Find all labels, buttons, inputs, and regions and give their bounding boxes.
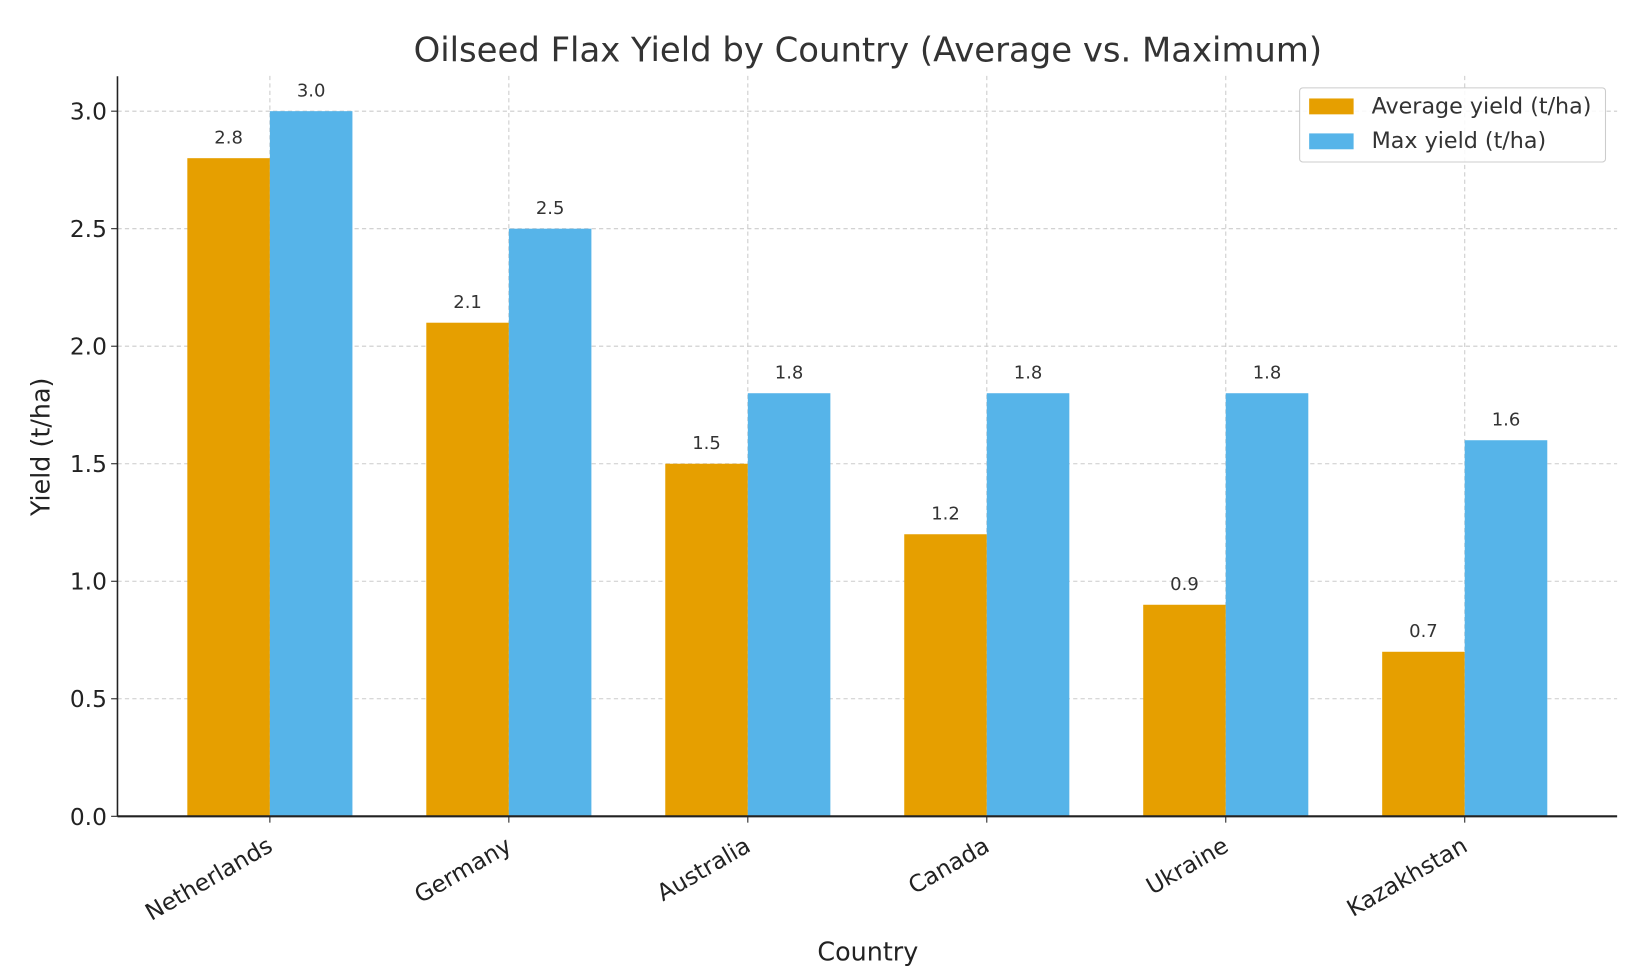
data-label: 0.9 bbox=[1170, 574, 1199, 595]
bar-max bbox=[508, 228, 592, 817]
x-tick-label: Australia bbox=[652, 832, 755, 907]
bar-average bbox=[1382, 651, 1465, 817]
x-tick-label: Germany bbox=[410, 832, 516, 909]
legend-swatch-average bbox=[1309, 98, 1354, 115]
data-label: 3.0 bbox=[297, 80, 326, 101]
x-tick-label: Canada bbox=[904, 832, 994, 900]
chart-title: Oilseed Flax Yield by Country (Average v… bbox=[414, 30, 1322, 69]
y-axis-label: Yield (t/ha) bbox=[26, 378, 56, 518]
bar-max bbox=[269, 111, 353, 817]
data-label: 0.7 bbox=[1409, 621, 1438, 642]
bar-average bbox=[1143, 604, 1226, 817]
bar-average bbox=[904, 534, 987, 817]
data-label: 1.8 bbox=[1253, 362, 1282, 383]
data-label: 1.8 bbox=[775, 362, 804, 383]
bar-max bbox=[1225, 393, 1309, 817]
y-tick-label: 0.0 bbox=[70, 804, 107, 831]
legend-label-average: Average yield (t/ha) bbox=[1372, 93, 1592, 119]
data-label: 1.8 bbox=[1014, 362, 1043, 383]
legend: Average yield (t/ha) Max yield (t/ha) bbox=[1299, 87, 1607, 163]
bars: 2.8 2.1 1.5 1.2 0.9 0.7 3.0 2.5 1.8 1.8 1.8 1.6 bbox=[187, 80, 1548, 817]
legend-label-max: Max yield (t/ha) bbox=[1372, 128, 1547, 154]
bar-max bbox=[986, 393, 1070, 817]
data-label: 2.1 bbox=[453, 292, 482, 313]
bar-average bbox=[187, 158, 270, 817]
x-tick-label: Kazakhstan bbox=[1342, 832, 1472, 922]
x-tick-label: Ukraine bbox=[1142, 832, 1233, 900]
y-tick-label: 0.5 bbox=[70, 686, 107, 713]
x-tick-label: Netherlands bbox=[141, 832, 277, 926]
y-tick-label: 3.0 bbox=[70, 99, 107, 126]
data-label: 2.8 bbox=[214, 127, 243, 148]
data-label: 1.5 bbox=[692, 433, 721, 454]
data-label: 1.2 bbox=[931, 503, 960, 524]
y-tick-label: 2.5 bbox=[70, 216, 107, 243]
y-tick-label: 2.0 bbox=[70, 334, 107, 361]
x-axis-label: Country bbox=[817, 936, 918, 966]
legend-frame bbox=[1299, 87, 1607, 163]
y-tick-label: 1.0 bbox=[70, 569, 107, 596]
bar-average bbox=[665, 463, 748, 817]
bar-average bbox=[426, 322, 509, 817]
bar-max bbox=[1464, 440, 1548, 817]
legend-swatch-max bbox=[1309, 133, 1354, 150]
y-tick-label: 1.5 bbox=[70, 451, 107, 478]
data-label: 2.5 bbox=[536, 198, 565, 219]
data-label: 1.6 bbox=[1492, 409, 1521, 430]
bar-max bbox=[747, 393, 831, 817]
